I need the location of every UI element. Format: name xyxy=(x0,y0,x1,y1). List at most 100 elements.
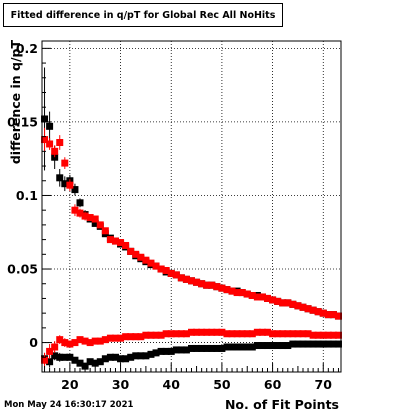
y-tick-label: 0.05 xyxy=(7,262,38,277)
plot-frame xyxy=(41,40,342,373)
series-3 xyxy=(41,328,342,368)
data-point xyxy=(284,342,292,350)
data-point xyxy=(137,333,145,341)
data-point xyxy=(233,289,241,297)
data-point xyxy=(86,358,94,366)
data-point xyxy=(66,181,74,189)
data-point xyxy=(228,287,236,295)
data-point xyxy=(213,283,221,291)
grid-lines xyxy=(42,41,341,372)
data-point xyxy=(177,274,185,282)
data-point xyxy=(258,293,266,301)
data-point xyxy=(76,209,84,217)
data-point xyxy=(198,280,206,288)
data-point xyxy=(203,328,211,336)
data-point xyxy=(81,212,89,220)
data-point xyxy=(329,311,337,319)
data-point xyxy=(41,356,49,364)
data-point xyxy=(177,346,185,354)
data-point xyxy=(213,344,221,352)
data-point xyxy=(167,347,175,355)
data-point xyxy=(269,296,277,304)
data-point xyxy=(122,333,130,341)
x-tick-label: 20 xyxy=(61,377,79,392)
data-point xyxy=(182,346,190,354)
data-point xyxy=(284,330,292,338)
data-point xyxy=(294,340,302,348)
data-point xyxy=(289,300,297,308)
data-point xyxy=(279,330,287,338)
data-point xyxy=(162,330,170,338)
data-point xyxy=(228,343,236,351)
data-point xyxy=(86,339,94,347)
data-point xyxy=(101,227,109,235)
data-point xyxy=(101,336,109,344)
data-point xyxy=(213,328,221,336)
data-point xyxy=(334,340,342,348)
data-point xyxy=(334,312,342,320)
data-point xyxy=(142,256,150,264)
x-axis-label: No. of Fit Points xyxy=(225,397,339,412)
data-point xyxy=(238,343,246,351)
data-point xyxy=(142,352,150,360)
data-point xyxy=(253,328,261,336)
data-point xyxy=(66,340,74,348)
data-point xyxy=(172,346,180,354)
data-point xyxy=(223,343,231,351)
data-point xyxy=(152,331,160,339)
data-point xyxy=(167,269,175,277)
data-point xyxy=(46,347,54,355)
data-points xyxy=(41,67,342,370)
data-point xyxy=(314,308,322,316)
data-point xyxy=(304,330,312,338)
data-point xyxy=(279,299,287,307)
data-point xyxy=(152,262,160,270)
data-point xyxy=(208,281,216,289)
data-point xyxy=(208,328,216,336)
data-point xyxy=(274,330,282,338)
data-point xyxy=(208,344,216,352)
data-point xyxy=(117,239,125,247)
series-1 xyxy=(41,127,342,320)
data-point xyxy=(76,336,84,344)
data-point xyxy=(147,350,155,358)
data-point xyxy=(193,328,201,336)
data-point xyxy=(228,330,236,338)
data-point xyxy=(91,359,99,367)
y-axis-label: difference in q/pT xyxy=(8,40,23,165)
data-point xyxy=(61,353,69,361)
data-point xyxy=(132,250,140,258)
data-point xyxy=(132,333,140,341)
data-point xyxy=(137,352,145,360)
data-point xyxy=(238,330,246,338)
data-point xyxy=(81,337,89,345)
data-point xyxy=(294,302,302,310)
axes: 20 30 40 50 60 70 0 0.05 0.1 0.15 0.2 xyxy=(7,41,339,392)
data-point xyxy=(122,241,130,249)
data-point xyxy=(61,159,69,167)
data-point xyxy=(218,328,226,336)
data-point xyxy=(279,342,287,350)
data-point xyxy=(162,266,170,274)
data-point xyxy=(162,347,170,355)
x-tick-label: 40 xyxy=(163,377,181,392)
data-point xyxy=(243,290,251,298)
data-point xyxy=(127,353,135,361)
data-point xyxy=(157,265,165,273)
data-point xyxy=(71,356,79,364)
data-point xyxy=(299,330,307,338)
data-point xyxy=(182,275,190,283)
data-point xyxy=(117,355,125,363)
y-tick-label: 0.15 xyxy=(7,114,38,129)
data-point xyxy=(66,353,74,361)
data-point xyxy=(96,221,104,229)
data-point xyxy=(106,236,114,244)
data-point xyxy=(147,259,155,267)
data-point xyxy=(264,328,272,336)
data-point xyxy=(51,147,59,155)
data-point xyxy=(51,352,59,360)
data-point xyxy=(56,353,64,361)
x-tick-label: 30 xyxy=(112,377,130,392)
chart-title-box: Fitted difference in q/pT for Global Rec… xyxy=(3,3,283,27)
